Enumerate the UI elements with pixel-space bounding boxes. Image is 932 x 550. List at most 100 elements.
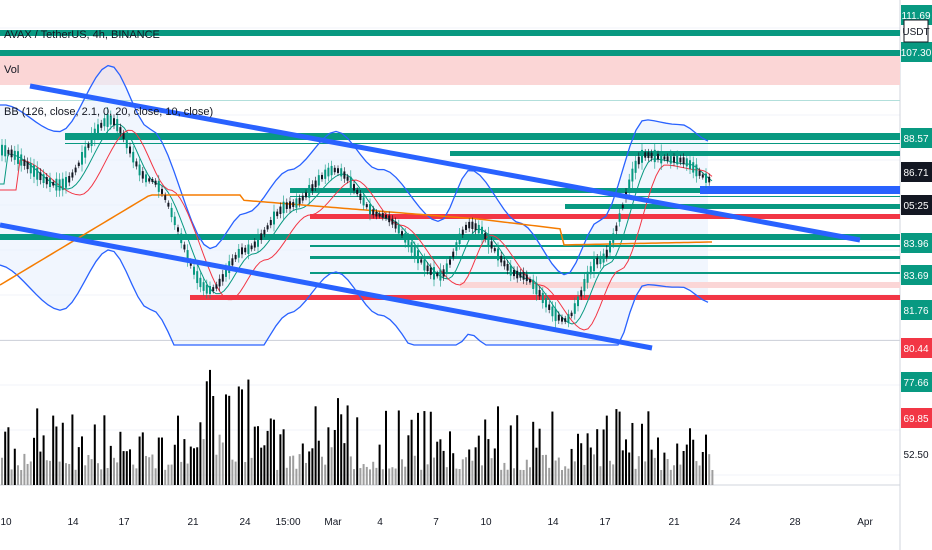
y-price-tag-label: 83.69	[903, 271, 928, 282]
candle-body	[321, 174, 323, 180]
volume-bar	[231, 459, 234, 485]
volume-bar	[394, 468, 397, 485]
candle-body	[157, 180, 160, 192]
volume-bar	[327, 427, 330, 485]
candle-body	[474, 223, 477, 231]
volume-bar	[177, 415, 179, 485]
volume-bar	[433, 457, 435, 485]
volume-bar	[132, 464, 135, 485]
price-zone	[310, 256, 900, 259]
volume-bar	[465, 457, 467, 485]
candle-body	[557, 314, 560, 321]
volume-bar	[189, 446, 192, 485]
candle-body	[628, 179, 631, 190]
candle-body	[260, 233, 263, 241]
volume-bar	[276, 469, 279, 485]
candle-body	[282, 201, 285, 214]
volume-bar	[474, 447, 477, 485]
volume-bar	[711, 469, 714, 485]
candle-body	[29, 163, 32, 174]
volume-bar	[103, 415, 106, 485]
candle-body	[4, 145, 7, 157]
lower-trend-line	[0, 222, 653, 351]
candle-body	[449, 259, 451, 265]
volume-bar	[538, 428, 541, 485]
volume-bar	[359, 468, 362, 485]
volume-bar	[39, 451, 42, 485]
candle-body	[116, 119, 119, 132]
candle-body	[561, 317, 563, 322]
candle-body	[535, 282, 538, 295]
candle-body	[145, 174, 147, 183]
candle-body	[173, 216, 176, 226]
volume-bar	[199, 422, 202, 485]
volume-bar	[353, 469, 355, 485]
volume-bar	[477, 435, 480, 485]
volume-bar	[378, 444, 381, 485]
volume-bar	[7, 427, 10, 485]
volume-bar	[679, 464, 682, 485]
x-tick-label: 28	[789, 517, 801, 528]
volume-bar	[493, 448, 496, 485]
candle-body	[186, 250, 189, 261]
volume-bar	[337, 398, 339, 485]
candle-body	[551, 306, 554, 317]
volume-bar	[628, 452, 631, 485]
x-tick-label: Mar	[324, 517, 342, 528]
x-tick-label: Apr	[857, 517, 873, 528]
y-price-tag-label: 80.44	[903, 344, 928, 355]
candle-body	[423, 259, 426, 271]
volume-bar	[186, 463, 189, 485]
candle-body	[452, 251, 455, 258]
volume-bar	[497, 406, 499, 485]
volume-bar	[321, 456, 323, 485]
trend-lines	[0, 83, 861, 351]
candle-body	[388, 215, 391, 223]
candle-body	[381, 213, 384, 218]
volume-bar	[228, 395, 231, 485]
volume-bar	[266, 430, 269, 485]
volume-bar	[397, 410, 400, 485]
y-price-tag-label: 69.85	[903, 414, 928, 425]
volume-bar	[404, 466, 407, 485]
volume-bar	[545, 454, 547, 485]
volume-bar	[593, 454, 595, 485]
volume-bar	[263, 445, 266, 485]
candle-body	[298, 197, 301, 204]
candle-body	[401, 231, 403, 236]
volume-bar	[68, 464, 71, 485]
candle-body	[641, 149, 643, 163]
volume-bar	[647, 411, 650, 485]
candle-body	[97, 124, 99, 135]
candle-body	[362, 197, 365, 206]
volume-bar	[388, 468, 391, 485]
band-area	[0, 65, 708, 346]
candle-body	[330, 165, 333, 176]
volume-bar	[362, 464, 365, 485]
volume-bar	[135, 468, 138, 485]
volume-bar	[500, 469, 503, 485]
candle-body	[36, 167, 39, 180]
volume-bar	[260, 447, 263, 485]
volume-bar	[634, 468, 637, 485]
candle-body	[177, 227, 179, 232]
candle-body	[90, 133, 93, 147]
candle-body	[68, 175, 71, 183]
volume-bar	[97, 463, 99, 485]
volume-bar	[250, 457, 253, 485]
y-price-tag-label: 111.69	[901, 11, 931, 22]
volume-bar	[295, 468, 298, 485]
volume-bar	[516, 415, 519, 485]
volume-bar	[660, 469, 663, 485]
candle-body	[660, 151, 663, 164]
candle-body	[596, 257, 599, 265]
x-tick-label: 21	[187, 517, 199, 528]
volume-bar	[653, 457, 656, 485]
volume-bar	[65, 463, 67, 485]
volume-bar	[541, 455, 544, 485]
volume-bar	[170, 464, 173, 485]
volume-bar	[269, 418, 272, 485]
candle-body	[196, 271, 199, 284]
volume-bar	[23, 453, 26, 485]
